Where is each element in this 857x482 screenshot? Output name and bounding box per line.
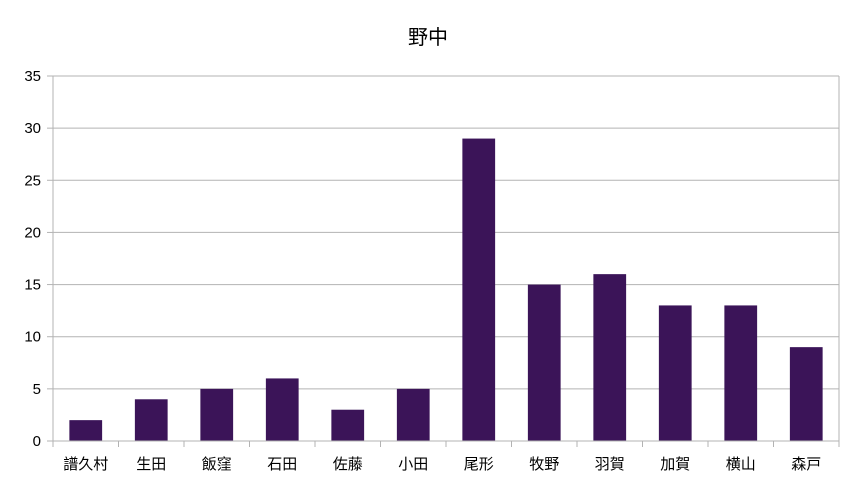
gridlines: [53, 75, 839, 390]
x-tick-label: 佐藤: [333, 455, 363, 473]
x-tick-label: 譜久村: [63, 455, 108, 473]
bar: [593, 274, 627, 441]
x-tick-label: 生田: [136, 455, 166, 473]
x-tick-label: 尾形: [464, 455, 494, 473]
y-axis-ticks: 0 5 10 15 20 25 30 35: [24, 68, 41, 450]
chart-title: 野中: [408, 25, 448, 49]
x-tick-label: 横山: [726, 455, 756, 473]
bar: [265, 378, 299, 441]
bar: [69, 420, 103, 441]
y-tick-label: 0: [33, 433, 41, 450]
bar: [462, 138, 496, 442]
bar: [789, 347, 823, 441]
bars: [69, 138, 823, 442]
x-axis-ticks: 譜久村 生田 飯窪 石田 佐藤 小田 尾形 牧野 羽賀 加賀 横山 森戸: [63, 455, 821, 473]
y-tick-label: 25: [24, 172, 41, 189]
x-tick-label: 羽賀: [595, 455, 625, 473]
y-tick-label: 20: [24, 224, 41, 241]
bar: [134, 399, 168, 441]
y-tick-label: 30: [24, 120, 41, 137]
bar: [724, 305, 758, 441]
bar: [527, 284, 561, 441]
y-tick-label: 15: [24, 277, 41, 294]
x-tick-label: 森戸: [791, 455, 821, 473]
bar: [200, 388, 234, 441]
x-tick-label: 飯窪: [202, 455, 232, 473]
bar: [658, 305, 692, 441]
x-tick-label: 石田: [267, 455, 297, 473]
x-tick-label: 加賀: [660, 455, 690, 473]
axes: [47, 75, 840, 447]
bar: [396, 388, 430, 441]
y-tick-label: 10: [24, 329, 41, 346]
y-tick-label: 5: [33, 381, 41, 398]
y-tick-label: 35: [24, 68, 41, 85]
x-tick-label: 小田: [398, 455, 428, 473]
bar: [331, 409, 365, 441]
x-tick-label: 牧野: [529, 455, 559, 473]
